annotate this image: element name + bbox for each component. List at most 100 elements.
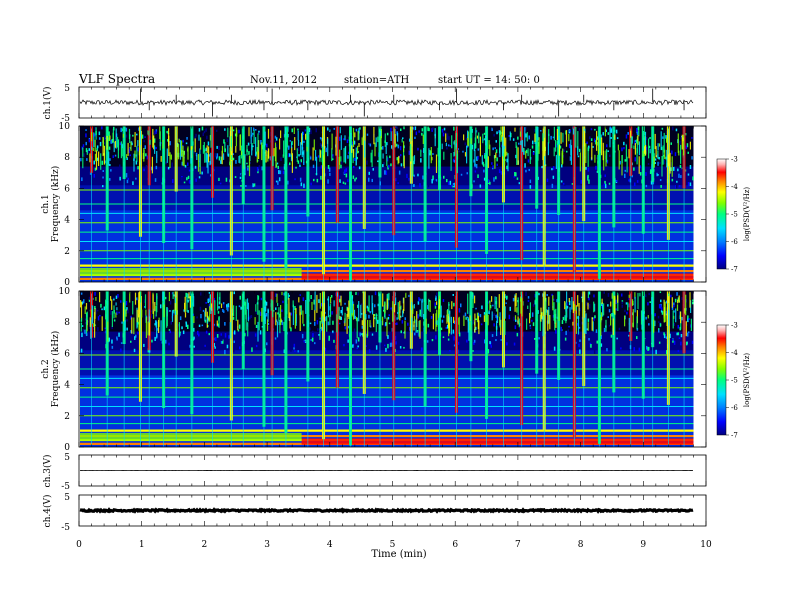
heatmap-speckle	[377, 160, 379, 163]
heatmap-texture	[642, 312, 644, 321]
heatmap-speckle	[396, 157, 398, 161]
heatmap-speckle	[658, 341, 661, 344]
heatmap-texture	[302, 310, 304, 324]
heatmap-texture	[491, 311, 493, 321]
heatmap-texture	[340, 295, 342, 306]
heatmap-texture	[591, 142, 593, 160]
heatmap-speckle	[233, 176, 236, 180]
heatmap-speckle	[328, 335, 330, 339]
heatmap-texture	[537, 145, 539, 161]
heatmap-speckle	[246, 306, 248, 311]
heatmap-lowband	[80, 267, 302, 276]
heatmap-texture	[126, 154, 128, 159]
heatmap-texture	[529, 312, 531, 324]
heatmap-speckle	[81, 301, 84, 305]
heatmap-speckle	[222, 339, 224, 344]
heatmap-speckle	[133, 348, 136, 353]
heatmap-speckle	[169, 330, 171, 334]
heatmap-texture	[564, 301, 566, 310]
heatmap-speckle	[434, 180, 437, 185]
heatmap-texture	[243, 155, 245, 169]
heatmap-speckle	[377, 303, 380, 307]
heatmap-speckle	[692, 301, 694, 305]
heatmap-speckle	[638, 347, 641, 352]
heatmap-texture	[517, 147, 519, 165]
heatmap-speckle	[631, 182, 634, 186]
heatmap-speckle	[260, 297, 263, 301]
heatmap-speckle	[332, 320, 334, 325]
heatmap-speckle	[94, 133, 96, 137]
ch2-heatmap	[79, 291, 706, 447]
heatmap-speckle	[387, 165, 389, 170]
heatmap-speckle	[234, 133, 237, 137]
heatmap-speckle	[676, 332, 678, 336]
heatmap-texture	[554, 309, 556, 331]
heatmap-texture	[402, 309, 404, 314]
heatmap-speckle	[399, 346, 402, 349]
heatmap-texture	[446, 310, 448, 323]
heatmap-speckle	[538, 337, 540, 340]
heatmap-speckle	[496, 157, 498, 162]
heatmap-speckle	[687, 151, 689, 154]
heatmap-texture	[668, 293, 670, 297]
heatmap-texture	[549, 315, 551, 330]
heatmap-speckle	[483, 132, 486, 135]
heatmap-speckle	[281, 309, 283, 312]
heatmap-speckle	[359, 127, 361, 130]
heatmap-speckle	[400, 154, 402, 157]
heatmap-speckle	[281, 327, 283, 331]
heatmap-speckle	[484, 153, 486, 157]
heatmap-speckle	[531, 319, 533, 322]
heatmap-texture	[654, 133, 656, 150]
heatmap-speckle	[288, 163, 290, 168]
heatmap-speckle	[506, 165, 508, 170]
heatmap-texture	[419, 320, 421, 339]
heatmap-texture	[644, 131, 647, 153]
heatmap-speckle	[587, 174, 589, 179]
heatmap-texture	[649, 148, 651, 154]
heatmap-speckle	[208, 154, 211, 157]
heatmap-texture	[485, 135, 487, 146]
heatmap-speckle	[244, 172, 246, 176]
heatmap-speckle	[260, 140, 262, 145]
heatmap-speckle	[111, 325, 113, 329]
heatmap-speckle	[370, 333, 372, 336]
heatmap-texture	[668, 309, 670, 326]
heatmap-texture	[634, 292, 636, 299]
heatmap-speckle	[121, 128, 123, 132]
heatmap-speckle	[155, 130, 157, 134]
heatmap-speckle	[275, 180, 278, 183]
heatmap-speckle	[328, 167, 331, 172]
heatmap-texture	[632, 300, 634, 305]
heatmap-texture	[233, 305, 235, 317]
heatmap-speckle	[205, 330, 208, 334]
heatmap-speckle	[606, 348, 608, 352]
heatmap-speckle	[357, 337, 360, 342]
heatmap-speckle	[493, 134, 495, 137]
heatmap-speckle	[627, 132, 629, 135]
heatmap-speckle	[658, 329, 660, 333]
heatmap-speckle	[657, 161, 659, 166]
heatmap-texture	[361, 137, 363, 146]
heatmap-texture	[621, 155, 623, 164]
heatmap-texture	[380, 129, 382, 139]
heatmap-speckle	[418, 297, 420, 302]
heatmap-speckle	[499, 130, 501, 135]
heatmap-speckle	[326, 172, 328, 176]
heatmap-speckle	[208, 304, 211, 308]
header-start-time: start UT = 14: 50: 0	[438, 75, 540, 86]
heatmap-speckle	[603, 183, 605, 187]
heatmap-speckle	[398, 170, 401, 175]
heatmap-texture	[287, 293, 289, 300]
heatmap-speckle	[476, 156, 478, 161]
heatmap-speckle	[625, 134, 628, 139]
heatmap-speckle	[556, 299, 558, 303]
heatmap-speckle	[595, 165, 597, 170]
heatmap-speckle	[560, 180, 563, 183]
heatmap-speckle	[541, 166, 543, 169]
heatmap-speckle	[125, 127, 128, 132]
heatmap-speckle	[408, 150, 411, 155]
heatmap-speckle	[96, 180, 99, 185]
heatmap-speckle	[415, 337, 418, 341]
